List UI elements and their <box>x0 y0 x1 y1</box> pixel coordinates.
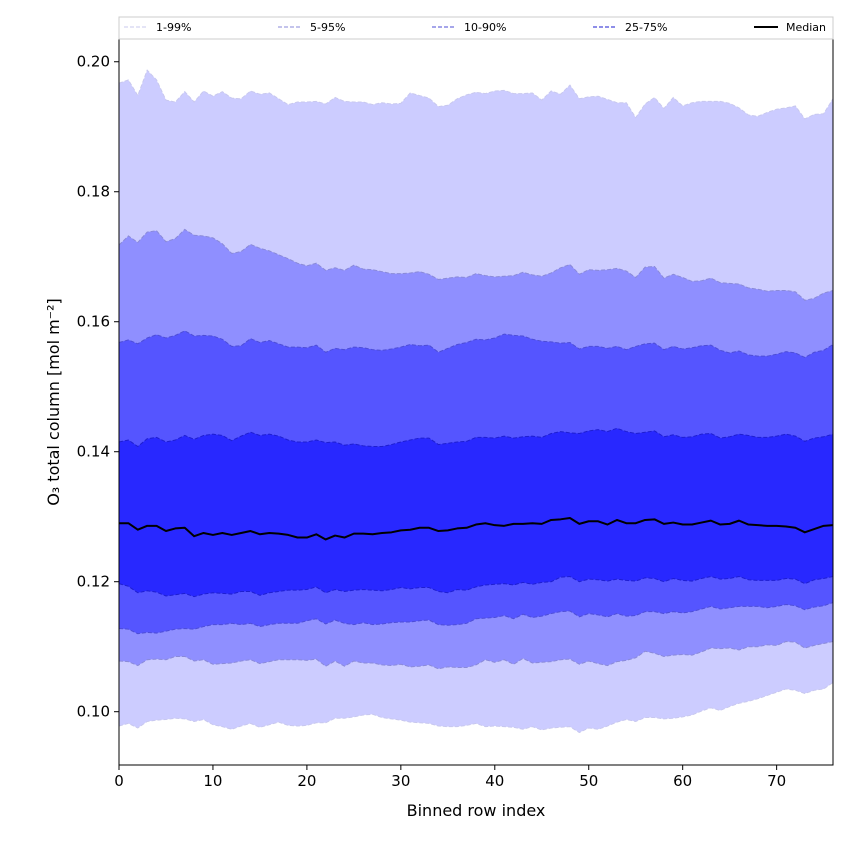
band-5-95-upper-line <box>118 228 834 301</box>
y-tick-label: 0.10 <box>77 703 110 721</box>
x-tick-label: 10 <box>203 772 222 790</box>
x-tick-label: 30 <box>391 772 410 790</box>
y-tick-label: 0.18 <box>77 183 110 201</box>
band-25-75-lower-line <box>118 575 834 598</box>
y-axis-label: O₃ total column [mol m⁻²] <box>44 298 63 506</box>
band-25-75-upper-line <box>118 427 834 448</box>
band-1-99-upper-line <box>118 69 834 120</box>
legend-label-25-75: 25-75% <box>625 21 667 34</box>
x-axis-label: Binned row index <box>407 801 546 820</box>
band-10-90-upper-line <box>118 330 834 359</box>
legend-label-Median: Median <box>786 21 826 34</box>
x-tick-label: 50 <box>579 772 598 790</box>
legend-label-10-90: 10-90% <box>464 21 506 34</box>
legend-label-5-95: 5-95% <box>310 21 345 34</box>
band-5-95-lower-line <box>118 641 834 670</box>
legend-box <box>118 16 834 40</box>
y-axis: 0.10 0.12 0.14 0.16 0.18 0.20 <box>77 53 119 721</box>
median-line-layer <box>119 517 834 541</box>
band-25-75-fill <box>119 428 833 597</box>
y-tick-label: 0.20 <box>77 53 110 71</box>
x-tick-label: 20 <box>297 772 316 790</box>
y-tick-label: 0.16 <box>77 313 110 331</box>
x-tick-label: 40 <box>485 772 504 790</box>
legend-label-1-99: 1-99% <box>156 21 191 34</box>
band-10-90-lower-line <box>118 602 834 635</box>
median-line <box>119 517 834 541</box>
x-tick-label: 70 <box>767 772 786 790</box>
y-tick-label: 0.14 <box>77 443 110 461</box>
x-tick-label: 60 <box>673 772 692 790</box>
band-1-99-lower-line <box>118 682 834 734</box>
x-tick-label: 0 <box>114 772 124 790</box>
legend: 1-99% 5-95% 10-90% 25-75% Median <box>118 16 834 40</box>
y-tick-label: 0.12 <box>77 573 110 591</box>
x-axis: 0 10 20 30 40 50 60 70 <box>114 765 786 790</box>
percentile-bands <box>118 69 834 734</box>
